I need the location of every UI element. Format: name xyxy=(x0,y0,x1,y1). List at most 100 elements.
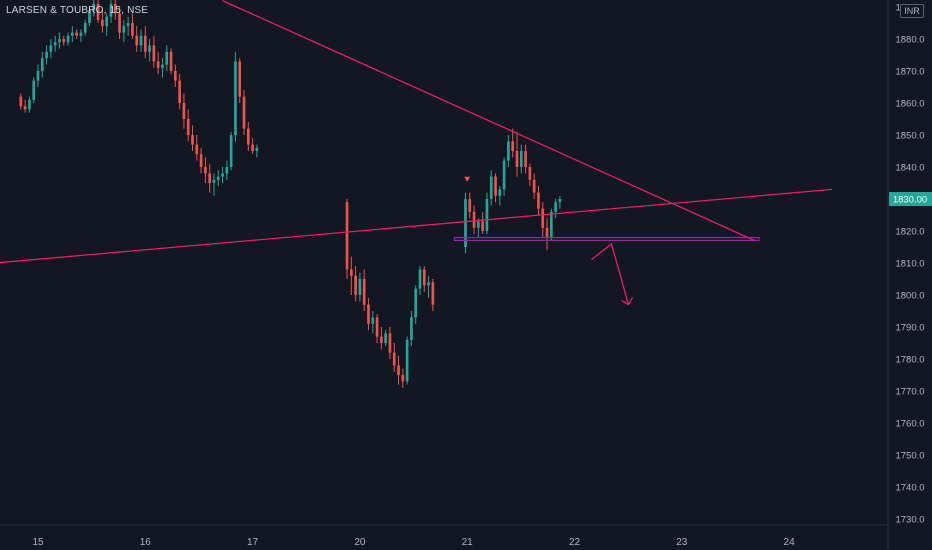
candle-body xyxy=(427,282,430,286)
candle-body xyxy=(229,135,233,167)
candle-body xyxy=(204,167,207,174)
candle-body xyxy=(511,141,515,151)
candle-body xyxy=(62,39,66,43)
candle-body xyxy=(216,176,220,180)
last-price-badge xyxy=(889,192,932,206)
candle-body xyxy=(79,32,83,36)
candle-body xyxy=(388,333,392,353)
drawings-layer xyxy=(0,0,833,306)
candle-body xyxy=(410,317,413,340)
candle-body xyxy=(165,51,169,65)
candle-body xyxy=(345,202,349,270)
candle-body xyxy=(405,339,409,382)
candles-layer xyxy=(19,0,562,388)
candle-body xyxy=(225,167,229,174)
y-tick-label: 1740.0 xyxy=(895,483,924,494)
anchor-marker xyxy=(464,176,471,182)
candle-body xyxy=(246,128,250,145)
candle-body xyxy=(49,45,53,52)
candle-body xyxy=(40,58,44,71)
candle-body xyxy=(208,173,212,183)
x-tick-label: 24 xyxy=(784,537,796,548)
y-tick-label: 1760.0 xyxy=(895,419,924,430)
candle-body xyxy=(126,23,130,27)
candle-body xyxy=(234,61,237,135)
candle-body xyxy=(354,275,357,295)
candle-body xyxy=(131,23,134,36)
candle-body xyxy=(545,227,549,238)
time-axis[interactable]: 15 16 17 20 21 22 23 24 xyxy=(32,537,795,548)
candle-body xyxy=(242,96,246,129)
candle-body xyxy=(28,99,31,110)
candle-body xyxy=(375,317,379,337)
y-tick-label: 1770.0 xyxy=(895,387,924,398)
candle-body xyxy=(143,35,147,52)
candle-body xyxy=(101,19,104,27)
candle-body xyxy=(558,199,562,203)
candle-body xyxy=(161,64,164,68)
ascending-trendline[interactable] xyxy=(0,188,833,264)
candle-body xyxy=(554,202,557,212)
candle-body xyxy=(32,80,36,100)
candle-body xyxy=(367,304,370,324)
candle-body xyxy=(169,51,173,71)
candle-body xyxy=(532,179,536,193)
candle-body xyxy=(88,10,91,23)
symbol-title: LARSEN & TOUBRO, 15, NSE xyxy=(6,5,149,16)
x-tick-label: 16 xyxy=(140,537,152,548)
candle-body xyxy=(182,103,186,119)
last-price-label: 1830.00 xyxy=(893,195,927,206)
x-tick-label: 21 xyxy=(462,537,474,548)
projection-arrow-head xyxy=(621,297,634,306)
candle-body xyxy=(549,211,553,238)
candle-body xyxy=(494,176,497,196)
candle-body xyxy=(422,269,426,286)
candle-body xyxy=(139,35,143,46)
y-tick-label: 1790.0 xyxy=(895,323,924,334)
candle-body xyxy=(418,269,422,289)
candle-body xyxy=(152,45,156,62)
candle-body xyxy=(45,51,48,59)
candle-body xyxy=(477,221,480,228)
candle-body xyxy=(36,71,40,81)
candle-body xyxy=(401,375,405,382)
x-tick-label: 15 xyxy=(32,537,44,548)
candle-body xyxy=(66,35,70,43)
y-tick-label: 1850.0 xyxy=(895,131,924,142)
y-tick-label: 1840.0 xyxy=(895,163,924,174)
candle-body xyxy=(498,189,502,196)
candle-body xyxy=(23,106,27,110)
currency-badge[interactable]: INR xyxy=(900,4,924,18)
candle-body xyxy=(371,317,375,324)
candle-body xyxy=(502,160,506,190)
candle-body xyxy=(519,151,523,167)
y-tick-label: 1810.0 xyxy=(895,259,924,270)
candle-body xyxy=(92,3,96,11)
candle-body xyxy=(178,80,181,103)
candle-body xyxy=(75,32,78,36)
candle-body xyxy=(199,154,203,167)
candle-body xyxy=(148,45,151,52)
candle-body xyxy=(255,147,259,151)
candle-body xyxy=(96,3,100,20)
candle-body xyxy=(221,173,224,177)
candle-body xyxy=(507,141,510,161)
projection-arrow-path[interactable] xyxy=(591,242,630,305)
candle-body xyxy=(481,221,484,231)
descending-trendline[interactable] xyxy=(222,0,756,242)
candle-body xyxy=(414,288,418,318)
candle-body xyxy=(71,32,74,36)
candle-body xyxy=(195,144,199,155)
candle-body xyxy=(191,135,194,145)
support-zone-rectangle[interactable] xyxy=(453,236,760,242)
candle-body xyxy=(464,199,467,247)
candle-body xyxy=(380,336,383,343)
candle-body xyxy=(156,61,160,68)
candle-body xyxy=(524,151,527,167)
candle-body xyxy=(515,151,519,167)
y-tick-label: 1820.0 xyxy=(895,227,924,238)
candle-body xyxy=(186,119,190,135)
y-tick-label: 1880.0 xyxy=(895,35,924,46)
candle-body xyxy=(528,167,532,180)
